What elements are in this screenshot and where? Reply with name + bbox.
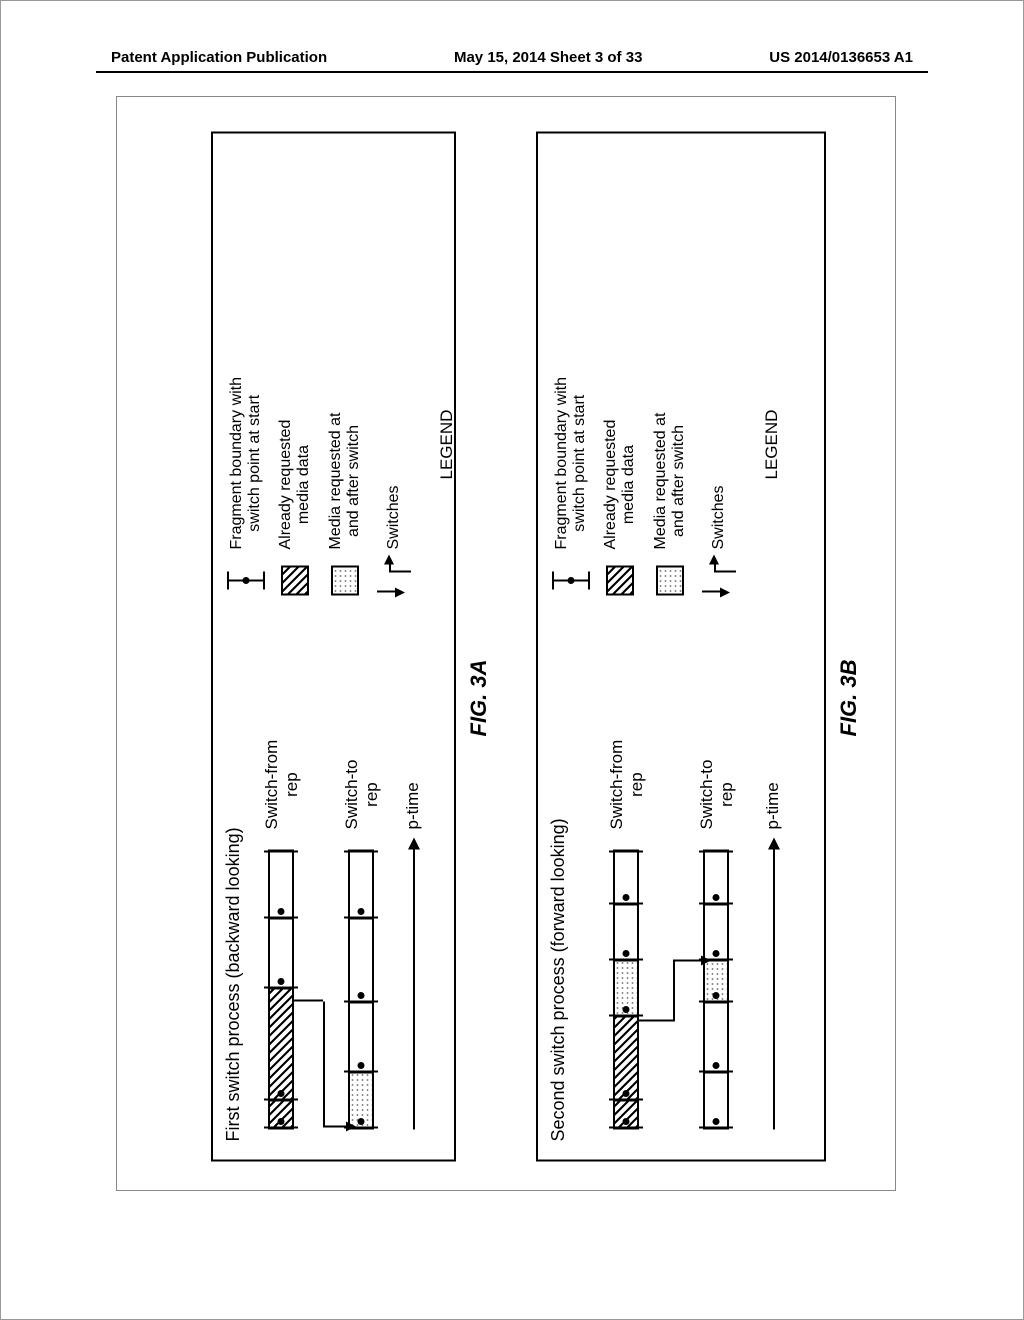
- header-right: US 2014/0136653 A1: [769, 49, 913, 66]
- legend-symbol: [606, 561, 634, 599]
- time-axis: [413, 839, 415, 1129]
- legend-row: Fragment boundary withswitch point at st…: [552, 376, 590, 599]
- page-header: Patent Application Publication May 15, 2…: [1, 49, 1023, 66]
- panel-title: First switch process (backward looking): [223, 827, 244, 1141]
- switch-to-label: Switch-torep: [342, 759, 381, 829]
- switch-to-row-switch-point: [358, 1062, 365, 1069]
- switch-from-row-switch-point: [623, 1118, 630, 1125]
- legend: Fragment boundary withswitch point at st…: [227, 169, 457, 599]
- legend-row: Media requested atand after switch: [652, 412, 689, 599]
- switch-from-row: [613, 829, 639, 1129]
- switch-to-label: Switch-torep: [697, 759, 736, 829]
- content-frame: First switch process (backward looking) S…: [116, 96, 896, 1191]
- switch-from-row-switch-point: [278, 1090, 285, 1097]
- legend-row: Switches: [377, 485, 411, 599]
- switch-from-label: Switch-fromrep: [262, 739, 301, 829]
- switch-from-row-switch-point: [278, 1118, 285, 1125]
- switch-from-row-switch-point: [623, 1090, 630, 1097]
- panel-title: Second switch process (forward looking): [548, 818, 569, 1141]
- switch-to-row-switch-point: [713, 950, 720, 957]
- legend-symbol: [281, 561, 309, 599]
- legend-row: Already requestedmedia data: [602, 419, 639, 599]
- legend-row: Switches: [702, 485, 736, 599]
- figure-label-b: FIG. 3B: [836, 659, 862, 736]
- switch-from-row-switch-point: [278, 908, 285, 915]
- legend-row: Media requested atand after switch: [327, 412, 364, 599]
- legend-text: Fragment boundary withswitch point at st…: [228, 376, 265, 549]
- legend-symbol: [702, 561, 736, 599]
- switch-from-row-seg: [613, 1017, 639, 1101]
- legend-text: Switches: [385, 485, 403, 549]
- switch-from-row: [268, 829, 294, 1129]
- switch-to-row-switch-point: [358, 908, 365, 915]
- time-axis: [773, 839, 775, 1129]
- legend-text: Fragment boundary withswitch point at st…: [553, 376, 590, 549]
- switch-to-row-switch-point: [713, 1062, 720, 1069]
- axis-label: p-time: [403, 782, 423, 829]
- legend-title: LEGEND: [437, 409, 457, 479]
- legend-text: Already requestedmedia data: [602, 419, 639, 549]
- switch-to-row: [348, 829, 374, 1129]
- switch-to-row-switch-point: [358, 1118, 365, 1125]
- switch-from-row-switch-point: [623, 894, 630, 901]
- switch-from-row-seg: [268, 989, 294, 1101]
- legend-title: LEGEND: [762, 409, 782, 479]
- legend-row: Fragment boundary withswitch point at st…: [227, 376, 265, 599]
- panel-a: First switch process (backward looking) S…: [211, 131, 456, 1161]
- switch-to-row-switch-point: [358, 992, 365, 999]
- legend: Fragment boundary withswitch point at st…: [552, 169, 782, 599]
- legend-text: Switches: [710, 485, 728, 549]
- legend-row: Already requestedmedia data: [277, 419, 314, 599]
- switch-to-row-switch-point: [713, 992, 720, 999]
- switch-from-row-switch-point: [623, 950, 630, 957]
- switch-from-row-switch-point: [278, 978, 285, 985]
- legend-symbol: [377, 561, 411, 599]
- legend-text: Media requested atand after switch: [652, 412, 689, 549]
- legend-symbol: [552, 561, 590, 599]
- panel-b: Second switch process (forward looking) S…: [536, 131, 826, 1161]
- switch-from-row-switch-point: [623, 1006, 630, 1013]
- header-left: Patent Application Publication: [111, 49, 327, 66]
- switch-to-row-switch-point: [713, 1118, 720, 1125]
- legend-symbol: [656, 561, 684, 599]
- switch-from-label: Switch-fromrep: [607, 739, 646, 829]
- switch-to-row-seg: [348, 919, 374, 1003]
- axis-label: p-time: [763, 782, 783, 829]
- legend-text: Already requestedmedia data: [277, 419, 314, 549]
- page: Patent Application Publication May 15, 2…: [0, 0, 1024, 1320]
- rotated-canvas: First switch process (backward looking) S…: [116, 96, 896, 1191]
- switch-to-row-switch-point: [713, 894, 720, 901]
- figure-label-a: FIG. 3A: [466, 659, 492, 736]
- legend-text: Media requested atand after switch: [327, 412, 364, 549]
- header-rule: [96, 71, 928, 73]
- legend-symbol: [331, 561, 359, 599]
- header-center: May 15, 2014 Sheet 3 of 33: [454, 49, 642, 66]
- legend-symbol: [227, 561, 265, 599]
- switch-to-row: [703, 829, 729, 1129]
